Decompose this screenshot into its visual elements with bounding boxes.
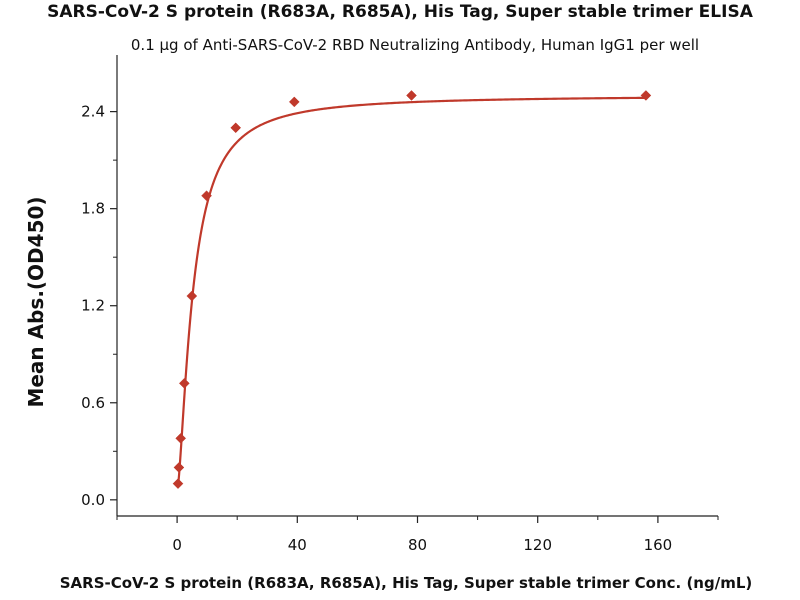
y-tick-label: 1.2 (81, 297, 105, 315)
y-axis-label: Mean Abs.(OD450) (24, 196, 48, 407)
data-point-marker (186, 290, 198, 302)
y-tick-label: 0.0 (81, 491, 105, 509)
x-tick-label: 0 (172, 536, 182, 554)
y-tick-label: 2.4 (81, 103, 105, 121)
y-tick-label: 1.8 (81, 200, 105, 218)
data-point-marker (201, 190, 212, 202)
chart-subtitle: 0.1 µg of Anti-SARS-CoV-2 RBD Neutralizi… (130, 36, 700, 54)
x-tick-label: 80 (408, 536, 427, 554)
y-tick-label: 0.6 (81, 394, 105, 412)
data-point-marker (173, 462, 185, 473)
x-tick-label: 120 (523, 536, 552, 554)
x-tick-label: 40 (288, 536, 307, 554)
fit-curve (176, 96, 646, 487)
data-point-marker (230, 122, 242, 134)
data-point-marker (406, 90, 417, 101)
data-point-marker (175, 433, 187, 444)
chart-title: SARS-CoV-2 S protein (R683A, R685A), His… (47, 2, 753, 22)
data-point-marker (172, 478, 184, 490)
data-point-marker (640, 90, 652, 101)
data-point-marker (178, 378, 190, 389)
x-tick-label: 160 (644, 536, 673, 554)
x-axis-label: SARS-CoV-2 S protein (R683A, R685A), His… (59, 574, 753, 592)
data-point-marker (288, 96, 300, 108)
